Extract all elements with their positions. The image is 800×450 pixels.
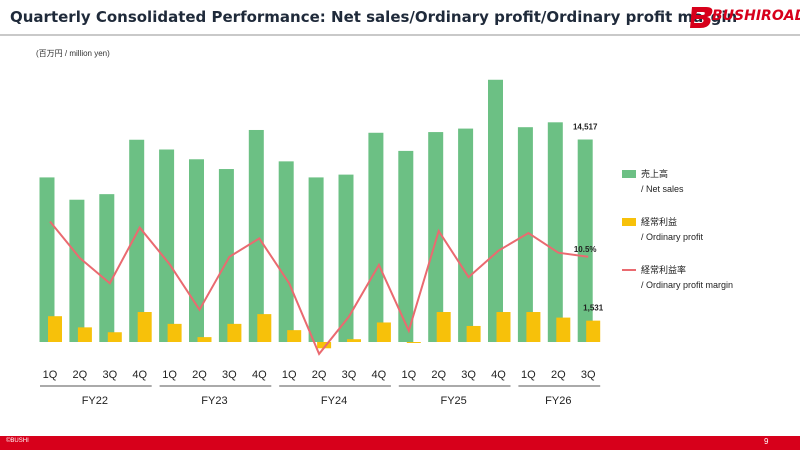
net-sales-bar — [278, 161, 294, 342]
net-sales-bar — [577, 139, 593, 342]
x-tick-label: 3Q — [461, 369, 476, 381]
fiscal-year-label: FY24 — [321, 395, 347, 407]
data-label: 10.5% — [574, 245, 597, 254]
ordinary-profit-bar — [48, 316, 62, 342]
fiscal-year-label: FY22 — [82, 395, 108, 407]
net-sales-swatch — [622, 170, 636, 178]
page-title: Quarterly Consolidated Performance: Net … — [10, 8, 738, 26]
ordinary-profit-bar — [197, 337, 212, 342]
legend-margin-en: / Ordinary profit margin — [641, 280, 734, 290]
x-tick-label: 1Q — [162, 369, 177, 381]
x-tick-label: 3Q — [222, 369, 237, 381]
net-sales-bar — [398, 150, 414, 342]
x-tick-label: 1Q — [401, 369, 416, 381]
ordinary-profit-bar — [347, 339, 361, 342]
unit-label: (百万円 / million yen) — [36, 49, 110, 58]
ordinary-profit-bar — [406, 342, 421, 343]
x-tick-label: 4Q — [491, 369, 506, 381]
ordinary-profit-bar — [107, 332, 122, 342]
x-tick-label: 4Q — [252, 369, 267, 381]
legend-ordinary-profit-jp: 経常利益 — [641, 217, 678, 227]
copyright-text: ©BUSHI — [6, 438, 29, 444]
performance-chart: 14,517 1,531 10.5% 1Q 2Q 3Q 4Q 1Q 2Q 3Q 4Q 1Q 2Q 3Q 4Q… — [39, 79, 604, 407]
ordinary-profit-bar — [436, 312, 451, 342]
x-tick-label: 2Q — [192, 369, 207, 381]
legend-net-sales-jp: 売上高 — [641, 169, 669, 179]
bushiroad-logo-icon — [690, 7, 713, 28]
footer-bar — [0, 436, 800, 450]
legend-ordinary-profit-en: / Ordinary profit — [641, 232, 704, 242]
ordinary-profit-bar — [257, 314, 272, 342]
legend-net-sales-en: / Net sales — [641, 184, 684, 194]
x-tick-label: 2Q — [312, 369, 327, 381]
net-sales-bar — [368, 132, 384, 342]
page-number: 9 — [764, 437, 769, 446]
ordinary-profit-bar — [137, 312, 152, 342]
ordinary-profit-margin-line — [49, 220, 589, 356]
x-tick-label: 3Q — [342, 369, 357, 381]
net-sales-bar — [69, 199, 85, 342]
fiscal-year-label: FY25 — [441, 395, 467, 407]
net-sales-bar — [218, 169, 234, 342]
data-label: 14,517 — [573, 123, 598, 132]
x-tick-label: 3Q — [102, 369, 117, 381]
x-tick-label: 4Q — [372, 369, 387, 381]
ordinary-profit-bar — [227, 323, 242, 342]
fiscal-year-label: FY23 — [201, 395, 227, 407]
x-tick-label: 1Q — [282, 369, 297, 381]
x-tick-label: 2Q — [431, 369, 446, 381]
ordinary-profit-bar — [496, 312, 511, 342]
ordinary-profit-bar — [77, 327, 92, 342]
net-sales-bar — [308, 177, 324, 342]
net-sales-bar — [458, 128, 474, 342]
x-tick-label: 2Q — [73, 369, 88, 381]
net-sales-bar — [338, 174, 354, 342]
net-sales-bar — [189, 159, 204, 342]
net-sales-bar — [159, 149, 175, 342]
ordinary-profit-bar — [376, 322, 391, 342]
fiscal-year-label: FY26 — [545, 395, 571, 407]
net-sales-bar — [39, 177, 55, 342]
x-tick-label: 3Q — [581, 369, 596, 381]
ordinary-profit-swatch — [622, 218, 636, 226]
net-sales-bar — [248, 129, 264, 342]
ordinary-profit-bar — [466, 325, 481, 342]
ordinary-profit-bar — [586, 320, 601, 342]
net-sales-bar — [428, 132, 444, 342]
x-tick-label: 4Q — [132, 369, 147, 381]
net-sales-bar — [547, 122, 563, 342]
title-divider — [0, 34, 800, 36]
margin-line-swatch — [622, 269, 636, 271]
x-tick-label: 2Q — [551, 369, 566, 381]
ordinary-profit-bar — [556, 317, 571, 342]
x-tick-label: 1Q — [43, 369, 58, 381]
data-label: 1,531 — [583, 304, 604, 313]
ordinary-profit-bar — [317, 342, 332, 349]
logo-wordmark: BUSHIROAD — [712, 8, 800, 24]
ordinary-profit-bar — [167, 323, 182, 342]
ordinary-profit-bar — [287, 330, 302, 342]
net-sales-bar — [99, 194, 115, 342]
legend-margin-jp: 経常利益率 — [641, 265, 687, 275]
ordinary-profit-bar — [526, 312, 541, 342]
x-tick-label: 1Q — [521, 369, 536, 381]
net-sales-bar — [488, 79, 503, 342]
net-sales-bar — [129, 139, 145, 342]
